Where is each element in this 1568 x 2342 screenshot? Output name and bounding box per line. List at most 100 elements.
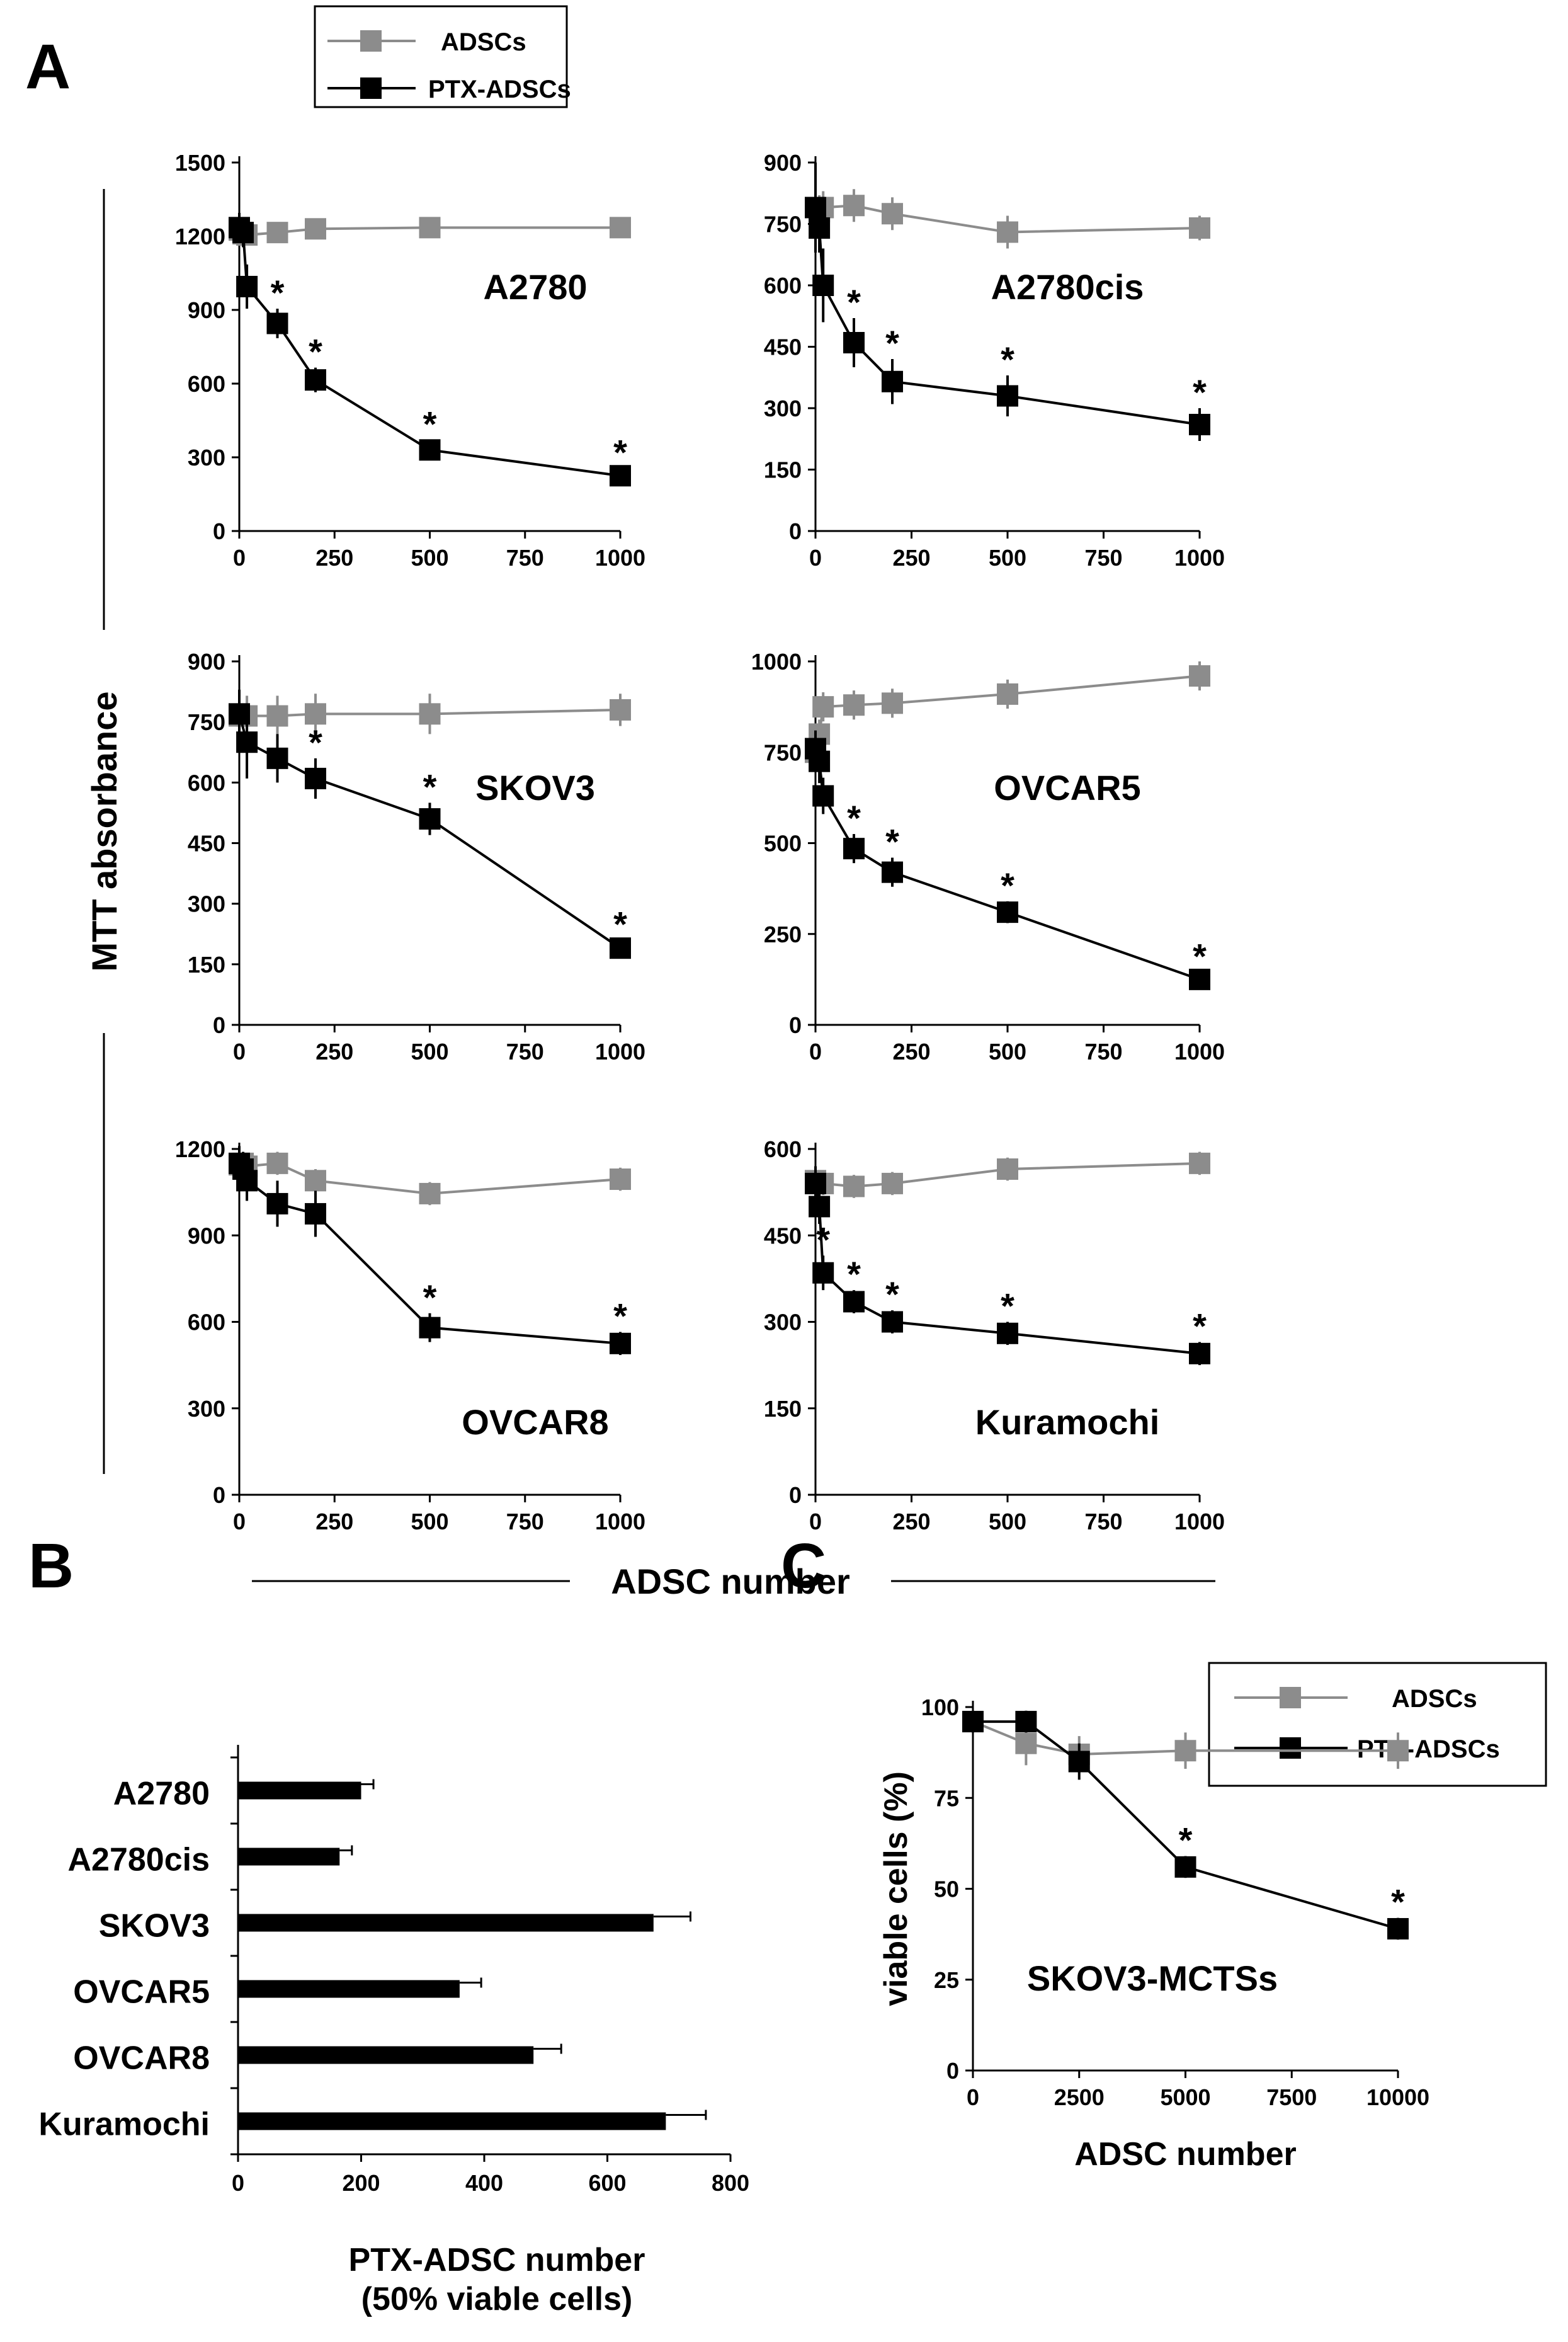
skov3-significance-star: * xyxy=(423,767,437,806)
a2780cis-adscs-point xyxy=(997,221,1018,243)
c-significance-star: * xyxy=(1391,1882,1405,1922)
c-xtick-label: 10000 xyxy=(1366,2084,1429,2110)
a2780-ptx-point xyxy=(419,439,441,461)
kuramochi-adscs-point xyxy=(843,1175,865,1197)
c-ytick-label: 100 xyxy=(921,1694,959,1720)
a2780-ytick-label: 900 xyxy=(188,297,225,323)
c-xtick-label: 7500 xyxy=(1266,2084,1317,2110)
ovcar5-adscs-point xyxy=(843,694,865,716)
b-category-label: Kuramochi xyxy=(38,2106,210,2143)
a2780cis-ytick-label: 750 xyxy=(764,212,802,237)
c-xtick-label: 5000 xyxy=(1160,2084,1210,2110)
ovcar5-adscs-point xyxy=(1189,665,1210,687)
kuramochi-ptx-point xyxy=(882,1311,903,1333)
skov3-xtick-label: 750 xyxy=(506,1039,544,1065)
ovcar5-xtick-label: 1000 xyxy=(1174,1039,1225,1065)
ovcar5-ptx-point xyxy=(812,785,834,807)
legend-a-ptx-marker xyxy=(360,77,382,99)
a2780-ptx-point xyxy=(610,465,631,487)
skov3-ytick-label: 300 xyxy=(188,891,225,917)
ovcar8-xtick-label: 1000 xyxy=(595,1509,645,1534)
ovcar8-xtick-label: 250 xyxy=(315,1509,353,1534)
kuramochi-xtick-label: 750 xyxy=(1084,1509,1122,1534)
ovcar5-ptx-point xyxy=(843,838,865,860)
kuramochi-ptx-point xyxy=(843,1291,865,1313)
xlabel-a: ADSC number xyxy=(611,1562,850,1601)
a2780-ptx-point xyxy=(266,312,288,334)
kuramochi-significance-star: * xyxy=(847,1254,861,1294)
legend-a-adscs-label: ADSCs xyxy=(441,28,526,56)
kuramochi-adscs-point xyxy=(882,1172,903,1194)
a2780cis-xtick-label: 750 xyxy=(1084,545,1122,571)
kuramochi-ytick-label: 450 xyxy=(764,1223,802,1248)
a2780cis-cell-line-label: A2780cis xyxy=(991,267,1144,307)
a2780-adscs-point xyxy=(610,217,631,239)
kuramochi-ptx-point xyxy=(1189,1342,1210,1364)
kuramochi-significance-star: * xyxy=(1001,1286,1014,1326)
a2780cis-ptx-point xyxy=(843,332,865,353)
legend-c-ptx-marker xyxy=(1280,1737,1301,1759)
ovcar5-adscs-point xyxy=(997,683,1018,705)
kuramochi-adscs-point xyxy=(997,1158,1018,1180)
ovcar5-ptx-point xyxy=(1189,968,1210,990)
ovcar8-ytick-label: 900 xyxy=(188,1223,225,1248)
ovcar8-significance-star: * xyxy=(613,1296,627,1336)
ovcar8-xtick-label: 500 xyxy=(411,1509,448,1534)
a2780cis-ptx-point xyxy=(1189,414,1210,435)
c-ptx-point xyxy=(1174,1856,1196,1878)
a2780-adscs-point xyxy=(266,222,288,244)
c-ytick-label: 75 xyxy=(934,1785,959,1811)
ovcar5-ytick-label: 750 xyxy=(764,740,802,765)
ylabel-a: MTT absorbance xyxy=(84,692,124,972)
ovcar5-significance-star: * xyxy=(847,798,861,838)
ovcar8-xtick-label: 0 xyxy=(233,1509,246,1534)
kuramochi-ytick-label: 600 xyxy=(764,1136,802,1162)
skov3-ytick-label: 900 xyxy=(188,649,225,675)
legend-c-ptx-label: PTX-ADSCs xyxy=(1357,1735,1500,1763)
c-x-axis-label: ADSC number xyxy=(1074,2136,1296,2173)
a2780cis-ytick-label: 450 xyxy=(764,334,802,360)
skov3-ytick-label: 600 xyxy=(188,770,225,796)
ovcar5-xtick-label: 250 xyxy=(892,1039,930,1065)
c-adscs-point xyxy=(1015,1732,1037,1754)
c-y-axis-label: viable cells (%) xyxy=(878,1771,914,2006)
a2780cis-ytick-label: 900 xyxy=(764,150,802,176)
c-adscs-point xyxy=(1174,1740,1196,1762)
ovcar5-xtick-label: 750 xyxy=(1084,1039,1122,1065)
ovcar5-significance-star: * xyxy=(1193,936,1207,976)
skov3-ptx-point xyxy=(419,808,441,830)
a2780cis-significance-star: * xyxy=(885,323,899,363)
a2780cis-significance-star: * xyxy=(847,282,861,322)
ovcar8-ytick-label: 1200 xyxy=(175,1136,225,1162)
panel-label-a: A xyxy=(25,31,71,102)
b-xtick-label: 200 xyxy=(342,2170,380,2196)
a2780-ytick-label: 300 xyxy=(188,445,225,471)
ovcar8-significance-star: * xyxy=(423,1277,437,1317)
skov3-ptx-point xyxy=(236,731,258,753)
a2780cis-ytick-label: 300 xyxy=(764,396,802,421)
b-category-label: OVCAR8 xyxy=(73,2040,210,2077)
ovcar5-adscs-point xyxy=(812,696,834,718)
b-bar xyxy=(238,2046,534,2064)
b-bar xyxy=(238,1848,340,1866)
a2780-significance-star: * xyxy=(271,273,285,312)
a2780cis-significance-star: * xyxy=(1001,340,1014,379)
ovcar8-ptx-point xyxy=(419,1317,441,1339)
a2780cis-xtick-label: 250 xyxy=(892,545,930,571)
ovcar8-cell-line-label: OVCAR8 xyxy=(462,1402,608,1442)
kuramochi-xtick-label: 1000 xyxy=(1174,1509,1225,1534)
c-ytick-label: 0 xyxy=(946,2058,959,2084)
ovcar8-ytick-label: 0 xyxy=(213,1482,225,1508)
a2780-ytick-label: 1200 xyxy=(175,224,225,249)
b-xtick-label: 600 xyxy=(588,2170,626,2196)
a2780-xtick-label: 1000 xyxy=(595,545,645,571)
c-adscs-point xyxy=(1387,1740,1409,1762)
a2780-xtick-label: 250 xyxy=(315,545,353,571)
a2780-ptx-point xyxy=(232,222,254,244)
a2780cis-ytick-label: 600 xyxy=(764,273,802,299)
a2780cis-ytick-label: 0 xyxy=(789,518,802,544)
a2780cis-xtick-label: 0 xyxy=(809,545,822,571)
a2780-ytick-label: 0 xyxy=(213,518,225,544)
kuramochi-xtick-label: 250 xyxy=(892,1509,930,1534)
skov3-adscs-point xyxy=(419,703,441,725)
